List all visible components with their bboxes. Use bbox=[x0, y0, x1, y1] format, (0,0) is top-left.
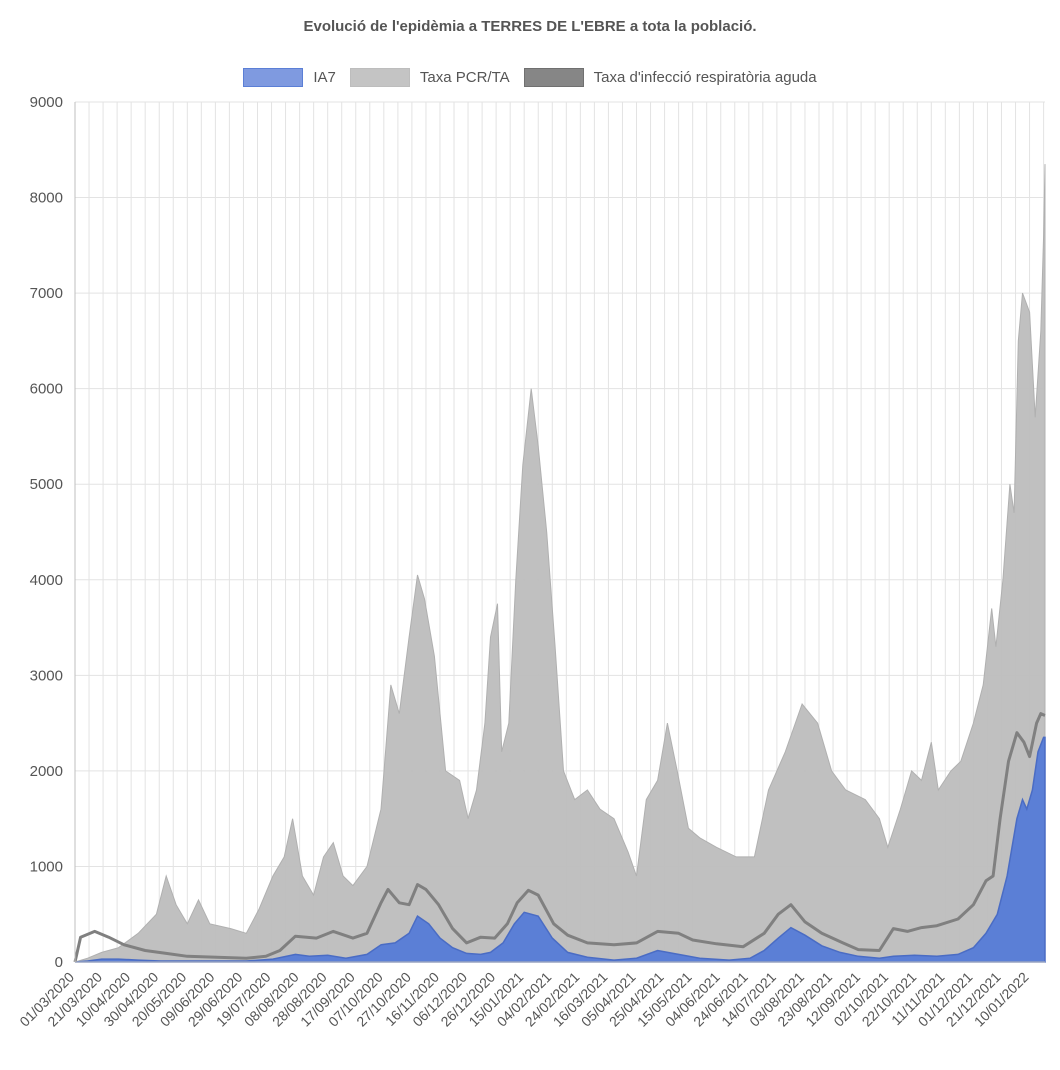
legend-swatch-iras bbox=[523, 67, 584, 87]
y-tick-label: 7000 bbox=[30, 285, 63, 302]
y-tick-label: 2000 bbox=[30, 763, 63, 780]
series-area-ia7 bbox=[74, 736, 1046, 963]
legend-item-iras[interactable]: Taxa d'infecció respiratòria aguda bbox=[523, 67, 817, 87]
series-area-pcr bbox=[74, 164, 1046, 963]
legend: IA7 Taxa PCR/TA Taxa d'infecció respirat… bbox=[0, 64, 1060, 90]
legend-label-pcr: Taxa PCR/TA bbox=[419, 68, 510, 86]
y-tick-label: 3000 bbox=[30, 667, 63, 684]
y-tick-label: 5000 bbox=[30, 476, 63, 493]
series-line-iras bbox=[73, 712, 1046, 963]
legend-item-pcr[interactable]: Taxa PCR/TA bbox=[349, 67, 510, 87]
y-tick-label: 8000 bbox=[30, 190, 63, 207]
legend-label-ia7: IA7 bbox=[313, 68, 336, 86]
legend-swatch-ia7 bbox=[243, 67, 304, 87]
legend-swatch-pcr bbox=[349, 67, 410, 87]
y-tick-label: 6000 bbox=[30, 381, 63, 398]
y-tick-label: 1000 bbox=[30, 858, 63, 875]
series-layer bbox=[73, 164, 1046, 963]
axis-layer: 010002000300040005000600070008000900001/… bbox=[16, 94, 1045, 1030]
y-tick-label: 0 bbox=[55, 954, 63, 971]
legend-label-iras: Taxa d'infecció respiratòria aguda bbox=[593, 68, 817, 86]
y-tick-label: 4000 bbox=[30, 572, 63, 589]
chart-title: Evolució de l'epidèmia a TERRES DE L'EBR… bbox=[303, 18, 757, 35]
legend-item-ia7[interactable]: IA7 bbox=[243, 67, 336, 87]
y-tick-label: 9000 bbox=[30, 94, 63, 111]
